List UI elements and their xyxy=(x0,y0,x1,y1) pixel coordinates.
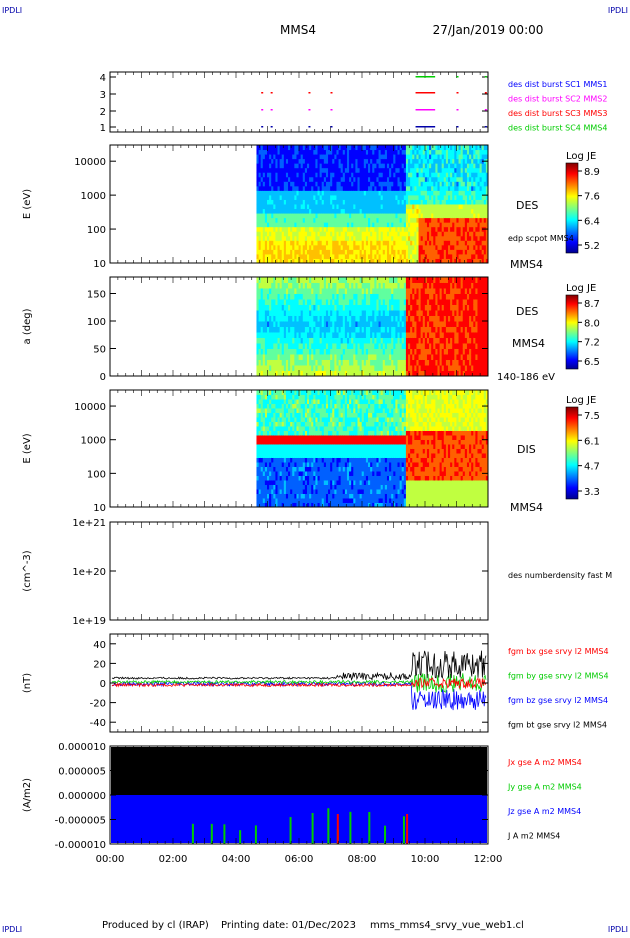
date-title: 27/Jan/2019 00:00 xyxy=(433,23,544,37)
burst-legend-label: des dist burst SC3 MMS3 xyxy=(508,109,607,118)
burst-mark xyxy=(416,92,423,94)
burst-mark xyxy=(428,126,435,128)
burst-mark xyxy=(422,76,429,78)
burst-mark xyxy=(485,109,487,111)
burst-mark xyxy=(271,92,273,94)
burst-mark xyxy=(261,109,263,111)
burst-panel-frame xyxy=(110,72,488,132)
colorbar-tick-label: 5.2 xyxy=(584,241,600,252)
des-energy-spacecraft-label: MMS4 xyxy=(510,258,543,271)
burst-mark xyxy=(485,126,487,128)
burst-mark xyxy=(457,109,459,111)
burst-mark xyxy=(457,92,459,94)
burst-mark xyxy=(416,76,423,78)
burst-legend-label: des dist burst SC1 MMS1 xyxy=(508,80,607,89)
burst-mark xyxy=(457,76,459,78)
colorbar-tick-label: 8.9 xyxy=(584,167,600,178)
burst-y-tick-label: 3 xyxy=(100,90,106,101)
burst-mark xyxy=(261,92,263,94)
burst-legend-label: des dist burst SC2 MMS2 xyxy=(508,95,607,104)
des-energy-y-tick-label: 100 xyxy=(87,225,106,236)
colorbar-tick-label: 6.4 xyxy=(584,216,600,227)
burst-mark xyxy=(457,126,459,128)
burst-mark xyxy=(271,126,273,128)
burst-mark xyxy=(422,92,429,94)
burst-mark xyxy=(331,109,333,111)
spacecraft-title: MMS4 xyxy=(280,23,316,37)
des-energy-y-tick-label: 10000 xyxy=(74,157,106,168)
des-energy-colorbar-title: Log JE xyxy=(566,151,596,162)
burst-mark xyxy=(261,126,263,128)
burst-y-tick-label: 1 xyxy=(100,123,106,134)
burst-mark xyxy=(428,76,435,78)
burst-mark xyxy=(331,126,333,128)
burst-mark xyxy=(271,109,273,111)
burst-mark xyxy=(416,109,423,111)
burst-mark xyxy=(428,92,435,94)
burst-mark xyxy=(308,109,310,111)
burst-mark xyxy=(422,126,429,128)
burst-y-tick-label: 4 xyxy=(100,73,106,84)
burst-mark xyxy=(308,92,310,94)
panels-layer: 1 2 3 4 des dist burst SC1 MMS1 des dist burs… xyxy=(22,72,612,851)
des-energy-y-tick-label: 10 xyxy=(93,259,106,270)
burst-mark xyxy=(428,109,435,111)
burst-mark xyxy=(485,92,487,94)
burst-mark xyxy=(485,76,487,78)
burst-mark xyxy=(331,92,333,94)
burst-mark xyxy=(308,126,310,128)
burst-y-tick-label: 2 xyxy=(100,107,106,118)
corner-label-top-left: IPDLI xyxy=(2,6,22,15)
burst-mark xyxy=(416,126,423,128)
scpot-label: edp scpot MMS4 xyxy=(508,234,574,243)
des-energy-y-axis-label: E (eV) xyxy=(22,189,33,219)
corner-label-top-right: IPDLI xyxy=(608,6,628,15)
colorbar-tick-label: 7.6 xyxy=(584,192,600,203)
burst-mark xyxy=(422,109,429,111)
des-energy-label: DES xyxy=(516,199,538,212)
burst-legend-label: des dist burst SC4 MMS4 xyxy=(508,124,607,133)
des-energy-y-tick-label: 1000 xyxy=(81,191,106,202)
